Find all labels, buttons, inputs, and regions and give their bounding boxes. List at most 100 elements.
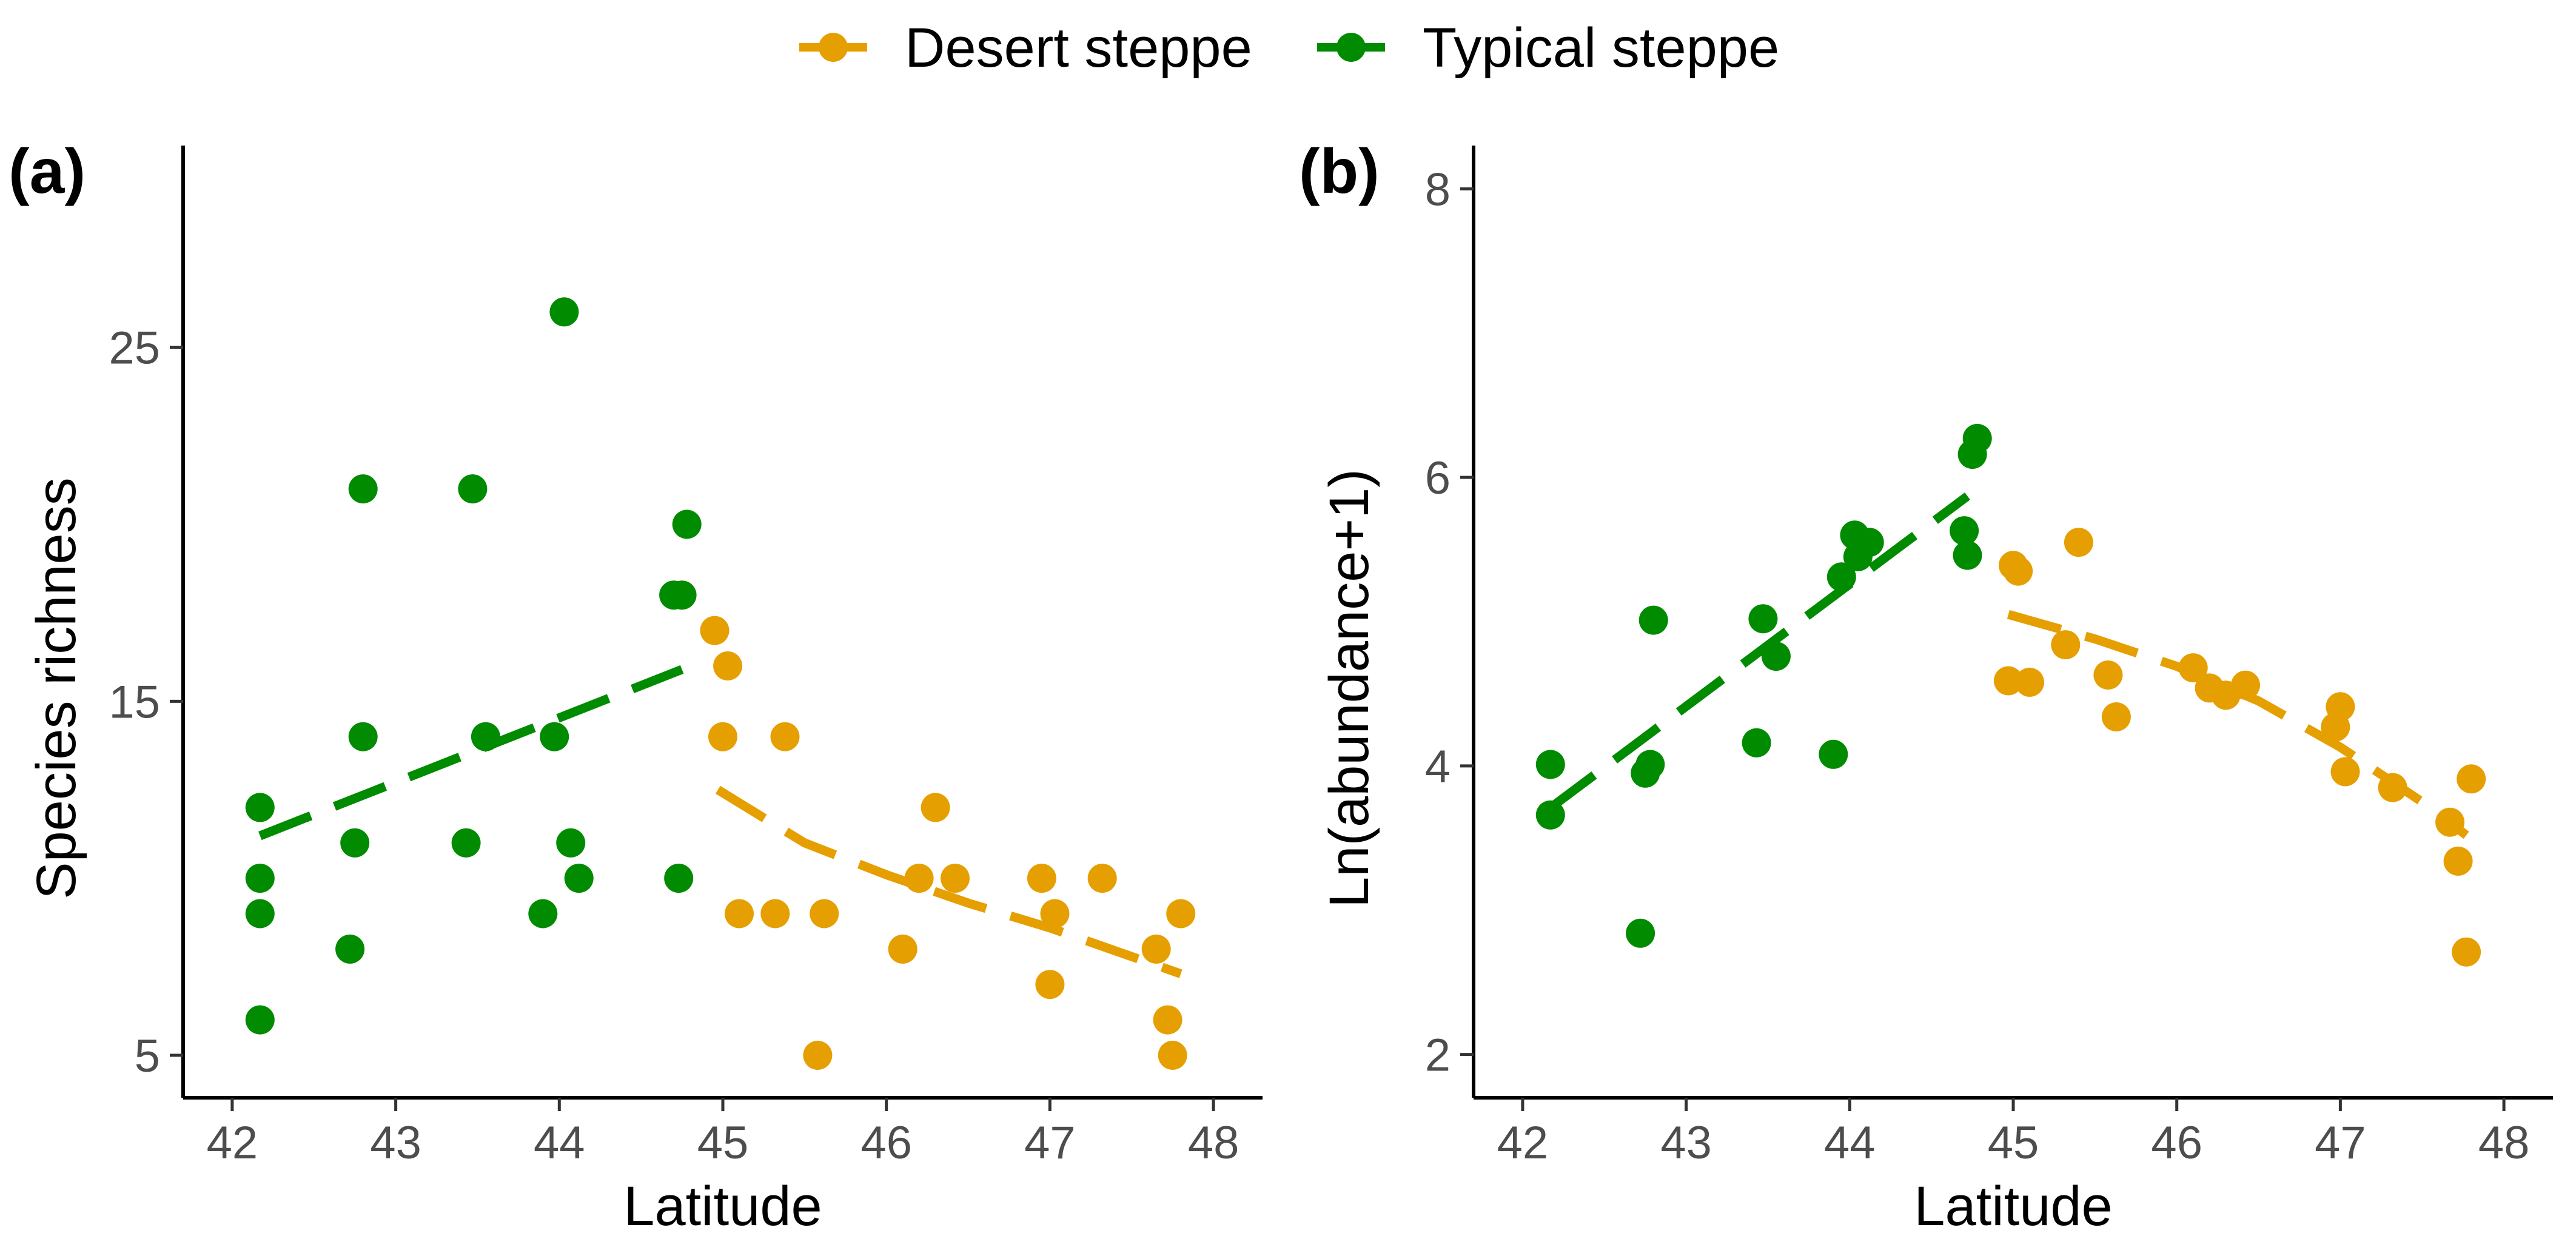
point-desert-steppe-b (2435, 807, 2465, 837)
point-desert-steppe-b (1993, 666, 2023, 696)
point-typical-steppe-b (1535, 800, 1565, 830)
point-desert-steppe-a (803, 1041, 833, 1070)
x-tick-label-b: 46 (2151, 1117, 2202, 1169)
x-tick-label-a: 46 (860, 1117, 912, 1169)
point-typical-steppe-b (1826, 562, 1856, 592)
legend-marker-typical-steppe (1337, 33, 1366, 62)
point-typical-steppe-a (667, 580, 697, 610)
point-typical-steppe-b (1535, 750, 1565, 779)
point-desert-steppe-b (2231, 670, 2260, 700)
point-typical-steppe-b (1639, 605, 1668, 635)
point-desert-steppe-b (2326, 692, 2355, 722)
x-tick-label-a: 44 (534, 1117, 585, 1169)
point-typical-steppe-a (245, 864, 275, 893)
point-typical-steppe-b (1635, 750, 1665, 779)
point-typical-steppe-a (245, 1005, 275, 1035)
panel-b: (b) Ln(abundance+1) Latitude 42 43 44 45 46 4… (1299, 136, 2553, 1237)
panel-label-a: (a) (8, 136, 86, 207)
legend-label-typical-steppe: Typical steppe (1423, 17, 1779, 79)
x-tick-label-b: 42 (1497, 1117, 1549, 1169)
point-desert-steppe-a (1153, 1005, 1182, 1035)
point-desert-steppe-a (1040, 899, 1070, 929)
point-desert-steppe-b (2378, 773, 2407, 802)
point-desert-steppe-b (2443, 846, 2473, 876)
point-desert-steppe-b (2093, 660, 2123, 690)
point-typical-steppe-a (451, 828, 481, 858)
point-typical-steppe-b (1742, 728, 1771, 758)
point-desert-steppe-a (888, 934, 917, 964)
panel-label-b: (b) (1299, 136, 1380, 207)
point-desert-steppe-b (2004, 556, 2033, 586)
point-desert-steppe-a (904, 864, 934, 893)
trend-line-desert-steppe-b (2007, 610, 2469, 839)
y-axis-title-b: Ln(abundance+1) (1318, 469, 1380, 908)
point-typical-steppe-a (458, 474, 488, 504)
point-typical-steppe-a (540, 722, 569, 751)
point-desert-steppe-b (2015, 667, 2044, 697)
trend-line-typical-steppe-a (258, 665, 684, 841)
point-desert-steppe-b (2064, 528, 2093, 557)
point-typical-steppe-b (1854, 528, 1884, 557)
trend-line-typical-steppe-b (1548, 492, 1970, 811)
point-desert-steppe-b (2178, 653, 2208, 683)
x-tick-label-b: 47 (2315, 1117, 2366, 1169)
x-axis-title-a: Latitude (623, 1175, 822, 1237)
point-typical-steppe-b (1819, 739, 1848, 769)
y-tick-label-b: 6 (1425, 452, 1451, 504)
point-desert-steppe-a (713, 651, 743, 680)
point-typical-steppe-a (245, 899, 275, 929)
point-typical-steppe-a (556, 828, 586, 858)
point-desert-steppe-a (708, 722, 737, 751)
point-desert-steppe-b (2457, 764, 2486, 794)
point-typical-steppe-a (471, 722, 500, 751)
point-typical-steppe-a (564, 864, 594, 893)
y-axis-title-a: Species richness (25, 477, 87, 899)
x-tick-label-a: 43 (370, 1117, 421, 1169)
point-typical-steppe-b (1761, 642, 1791, 671)
point-typical-steppe-a (672, 509, 702, 539)
point-desert-steppe-a (770, 722, 800, 751)
point-desert-steppe-a (810, 899, 839, 929)
point-typical-steppe-a (348, 722, 378, 751)
legend-marker-desert-steppe (819, 33, 848, 62)
y-tick-label-a: 15 (109, 676, 160, 728)
point-desert-steppe-a (941, 864, 970, 893)
legend-label-desert-steppe: Desert steppe (905, 17, 1252, 79)
point-desert-steppe-a (1158, 1041, 1187, 1070)
point-desert-steppe-a (1027, 864, 1056, 893)
trend-line-desert-steppe-a (715, 785, 1182, 978)
point-typical-steppe-b (1950, 516, 1979, 546)
y-tick-label-a: 5 (135, 1030, 160, 1082)
point-desert-steppe-a (921, 793, 950, 822)
point-desert-steppe-a (1035, 970, 1065, 999)
point-desert-steppe-a (1166, 899, 1196, 929)
y-tick-label-a: 25 (109, 323, 160, 374)
y-tick-label-b: 8 (1425, 164, 1451, 215)
x-tick-label-b: 48 (2478, 1117, 2530, 1169)
legend: Desert steppe Typical steppe (799, 17, 1779, 79)
point-typical-steppe-b (1953, 540, 1982, 570)
point-typical-steppe-b (1962, 423, 1992, 453)
x-tick-label-a: 47 (1024, 1117, 1076, 1169)
x-tick-label-b: 45 (1988, 1117, 2039, 1169)
point-desert-steppe-a (725, 899, 754, 929)
x-axis-title-b: Latitude (1914, 1175, 2112, 1237)
point-typical-steppe-b (1626, 918, 1655, 948)
point-typical-steppe-a (549, 297, 579, 327)
point-typical-steppe-a (245, 793, 275, 822)
point-typical-steppe-a (335, 934, 365, 964)
point-desert-steppe-b (2051, 630, 2081, 660)
point-desert-steppe-a (1141, 934, 1171, 964)
x-tick-label-a: 45 (697, 1117, 749, 1169)
point-typical-steppe-b (1748, 604, 1778, 634)
x-tick-label-a: 48 (1188, 1117, 1239, 1169)
x-tick-label-a: 42 (207, 1117, 258, 1169)
point-desert-steppe-b (2101, 702, 2131, 731)
point-typical-steppe-a (664, 864, 694, 893)
y-tick-label-b: 2 (1425, 1030, 1451, 1081)
y-tick-label-b: 4 (1425, 741, 1451, 793)
point-desert-steppe-a (700, 616, 730, 645)
x-tick-label-b: 43 (1660, 1117, 1712, 1169)
point-desert-steppe-a (760, 899, 790, 929)
